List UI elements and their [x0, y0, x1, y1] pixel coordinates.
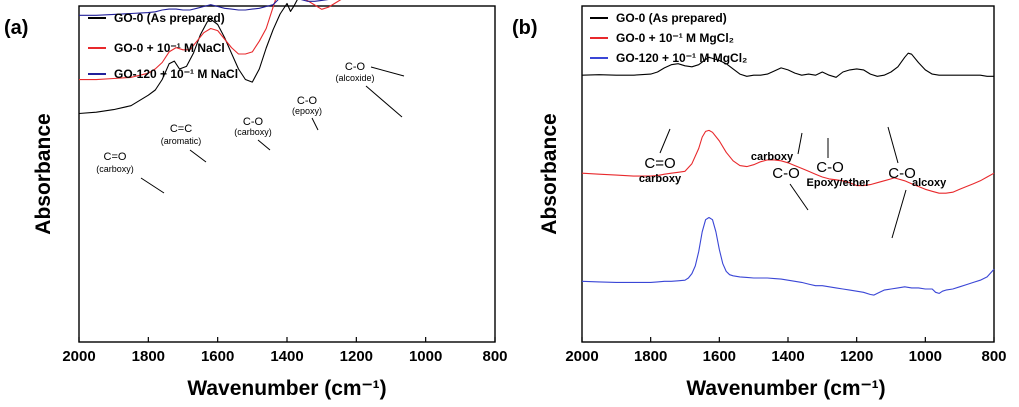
annotation-a-4-arrow-lower — [365, 85, 403, 118]
tick-group-a: 2000 1800 1600 1400 1200 1000 800 — [62, 337, 508, 365]
annotations-a: C=O (carboxy) C=C (aromatic) C-O (carbox… — [96, 61, 405, 194]
annotation-b-0-bottom: carboxy — [639, 173, 682, 185]
annotation-a-2-title: C-O — [243, 116, 264, 128]
annotation-b-3-arrow-up — [887, 126, 899, 164]
series-line-b-0 — [581, 52, 994, 78]
series-group-b — [581, 52, 995, 296]
legend-label-a-0: GO-0 (As prepared) — [114, 11, 225, 25]
series-line-b-2 — [581, 216, 995, 296]
series-line-b-1 — [581, 129, 995, 194]
annotation-a-1-title: C=C — [170, 123, 192, 135]
annotation-b-2-top: C-O — [816, 159, 844, 176]
annotation-a-4-sub: (alcoxide) — [335, 73, 374, 83]
x-axis-title-a: Wavenumber (cm⁻¹) — [187, 377, 386, 400]
annotation-a-4-title: C-O — [345, 61, 366, 73]
annotation-b-0-top: C=O — [644, 155, 675, 172]
x-tick-label: 1600 — [201, 348, 234, 365]
legend-label-b-2: GO-120 + 10⁻¹ M MgCl₂ — [616, 51, 747, 65]
annotation-b-1-arrow-up — [797, 132, 803, 155]
annotation-b-3-top: C-O — [888, 165, 916, 182]
y-axis-title-a: Absorbance — [32, 113, 55, 234]
legend-label-a-2: GO-120 + 10⁻¹ M NaCl — [114, 67, 238, 81]
annotation-a-0-arrow — [140, 177, 165, 194]
annotation-a-3-sub: (epoxy) — [292, 106, 322, 116]
legend-label-b-0: GO-0 (As prepared) — [616, 11, 727, 25]
annotation-a-0-title: C=O — [104, 151, 127, 163]
x-tick-label: 1800 — [132, 348, 165, 365]
legend-label-a-1: GO-0 + 10⁻¹ M NaCl — [114, 41, 225, 55]
annotation-a-3-title: C-O — [297, 95, 318, 107]
x-tick-label: 1400 — [270, 348, 303, 365]
x-tick-label: 2000 — [62, 348, 95, 365]
x-tick-label: 1800 — [634, 348, 667, 365]
x-tick-label: 1600 — [703, 348, 736, 365]
x-tick-label: 800 — [981, 348, 1006, 365]
legend-a: GO-0 (As prepared) GO-0 + 10⁻¹ M NaCl GO… — [88, 11, 238, 81]
x-tick-label: 1000 — [909, 348, 942, 365]
series-group-a — [78, 0, 342, 115]
annotations-b: C=O carboxy carboxy C-O C-O Epoxy/ether … — [639, 126, 947, 239]
annotation-b-1-top: carboxy — [751, 151, 794, 163]
plot-frame-a — [78, 5, 496, 343]
x-tick-label: 800 — [482, 348, 507, 365]
panel-b: (b) 2000 1800 1600 1400 1200 1000 800 Wavenumb… — [512, 5, 1007, 400]
annotation-a-2-sub: (carboxy) — [234, 127, 272, 137]
x-axis-title-b: Wavenumber (cm⁻¹) — [686, 377, 885, 400]
series-line-a-0 — [78, 0, 298, 115]
annotation-a-0-sub: (carboxy) — [96, 164, 134, 174]
x-tick-label: 1200 — [340, 348, 373, 365]
panel-a: (a) 2000 1800 1600 1400 1200 1000 800 Wavenumb… — [4, 0, 508, 400]
annotation-a-2-arrow — [257, 139, 271, 151]
legend-b: GO-0 (As prepared) GO-0 + 10⁻¹ M MgCl₂ G… — [590, 11, 747, 65]
panel-label-a: (a) — [4, 17, 28, 39]
annotation-a-1-arrow — [189, 149, 207, 163]
annotation-b-0-arrow — [659, 128, 671, 154]
annotation-a-4-arrow-upper — [370, 66, 405, 77]
panel-label-b: (b) — [512, 17, 538, 39]
tick-group-b: 2000 1800 1600 1400 1200 1000 800 — [565, 337, 1007, 365]
legend-label-b-1: GO-0 + 10⁻¹ M MgCl₂ — [616, 31, 734, 45]
annotation-b-1-arrow-down — [789, 183, 809, 211]
x-tick-label: 2000 — [565, 348, 598, 365]
annotation-b-3-arrow-down — [891, 189, 907, 239]
annotation-a-1-sub: (aromatic) — [161, 136, 202, 146]
annotation-b-3-bottom: alcoxy — [912, 177, 947, 189]
y-axis-title-b: Absorbance — [538, 113, 561, 234]
annotation-b-2-bottom: Epoxy/ether — [807, 177, 871, 189]
annotation-b-1-bottom: C-O — [772, 165, 800, 182]
series-line-a-2 — [79, 0, 336, 16]
series-line-a-1 — [79, 0, 342, 81]
x-tick-label: 1400 — [771, 348, 804, 365]
x-tick-label: 1000 — [409, 348, 442, 365]
annotation-a-3-arrow — [311, 117, 319, 131]
x-tick-label: 1200 — [840, 348, 873, 365]
